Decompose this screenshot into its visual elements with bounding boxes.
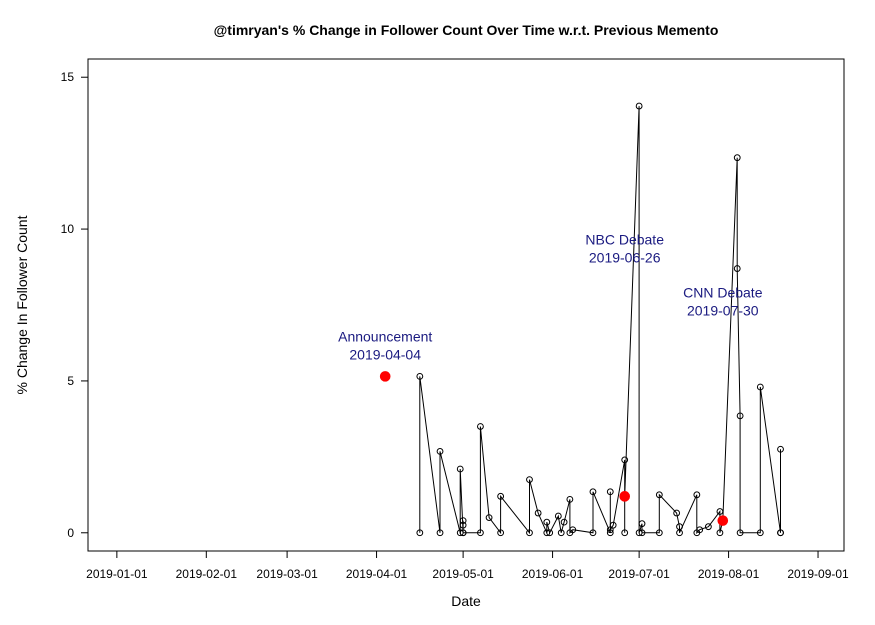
data-point xyxy=(676,529,683,537)
event-marker xyxy=(379,371,391,382)
data-point xyxy=(477,529,484,537)
x-tick-label: 2019-08-01 xyxy=(698,567,760,581)
data-point xyxy=(459,517,467,525)
data-point xyxy=(736,412,744,420)
x-tick-label: 2019-05-01 xyxy=(432,567,494,581)
data-point xyxy=(566,495,574,503)
data-point xyxy=(716,529,724,537)
x-tick-label: 2019-09-01 xyxy=(787,567,849,581)
data-point xyxy=(606,529,614,537)
data-point xyxy=(716,508,724,515)
data-point xyxy=(733,154,741,162)
data-point xyxy=(589,488,597,496)
data-point xyxy=(497,492,505,500)
data-point xyxy=(534,509,542,517)
data-point xyxy=(554,512,562,520)
axes: 2019-01-01 2019-02-01 2019-03-01 2019-04-01… xyxy=(61,70,849,581)
data-point xyxy=(638,520,646,528)
data-point xyxy=(756,529,764,537)
data-point xyxy=(416,372,424,380)
y-tick-label: 5 xyxy=(67,374,74,388)
y-axis-label: % Change In Follower Count xyxy=(14,215,30,394)
event-label: Announcement xyxy=(338,329,432,345)
data-point xyxy=(655,491,663,499)
data-point xyxy=(543,529,551,537)
x-tick-label: 2019-04-01 xyxy=(346,567,408,581)
data-point xyxy=(756,383,764,391)
event-date-label: 2019-06-26 xyxy=(589,249,661,265)
data-point xyxy=(485,514,493,521)
event-label: CNN Debate xyxy=(683,285,763,301)
event-date-label: 2019-07-30 xyxy=(687,303,759,319)
data-point xyxy=(456,465,464,473)
data-point xyxy=(696,526,704,534)
series xyxy=(416,102,784,537)
x-tick-label: 2019-07-01 xyxy=(608,567,670,581)
data-point xyxy=(635,102,643,110)
y-tick-label: 10 xyxy=(61,222,75,236)
data-point xyxy=(673,509,681,517)
event-label: NBC Debate xyxy=(585,231,664,247)
x-tick-label: 2019-03-01 xyxy=(256,567,318,581)
data-point xyxy=(589,529,597,537)
data-point xyxy=(638,529,646,537)
data-point xyxy=(456,529,464,537)
data-point xyxy=(704,523,712,531)
data-point xyxy=(609,521,617,529)
data-point xyxy=(621,529,629,537)
x-tick-label: 2019-02-01 xyxy=(176,567,238,581)
data-point xyxy=(777,529,784,537)
y-tick-label: 0 xyxy=(67,526,74,540)
data-point xyxy=(436,447,444,455)
data-point xyxy=(621,456,629,464)
data-point xyxy=(557,529,565,537)
x-tick-label: 2019-01-01 xyxy=(86,567,148,581)
event-marker xyxy=(619,491,631,502)
highlights: Announcement 2019-04-04 NBC Debate 2019-06-… xyxy=(338,231,763,526)
data-point xyxy=(459,529,467,537)
data-point xyxy=(459,521,467,529)
data-point xyxy=(569,526,577,534)
data-point xyxy=(436,529,444,537)
data-point xyxy=(526,529,533,537)
x-axis-label: Date xyxy=(451,593,481,609)
data-point xyxy=(497,529,505,537)
data-point xyxy=(526,476,533,484)
data-point xyxy=(693,491,701,499)
data-point xyxy=(543,518,551,526)
data-point xyxy=(635,529,643,537)
y-tick-label: 15 xyxy=(61,70,75,84)
event-marker xyxy=(717,515,729,526)
data-point xyxy=(606,488,614,496)
data-point xyxy=(477,423,484,430)
data-point xyxy=(733,265,741,272)
event-date-label: 2019-04-04 xyxy=(349,347,421,363)
data-point xyxy=(736,529,744,537)
data-point xyxy=(546,529,554,537)
data-point xyxy=(655,529,663,537)
data-point xyxy=(416,529,424,537)
chart-title: @timryan's % Change in Follower Count Ov… xyxy=(214,22,719,38)
data-point xyxy=(777,445,784,453)
series-line xyxy=(419,106,781,535)
x-tick-label: 2019-06-01 xyxy=(522,567,584,581)
data-point xyxy=(560,518,568,526)
